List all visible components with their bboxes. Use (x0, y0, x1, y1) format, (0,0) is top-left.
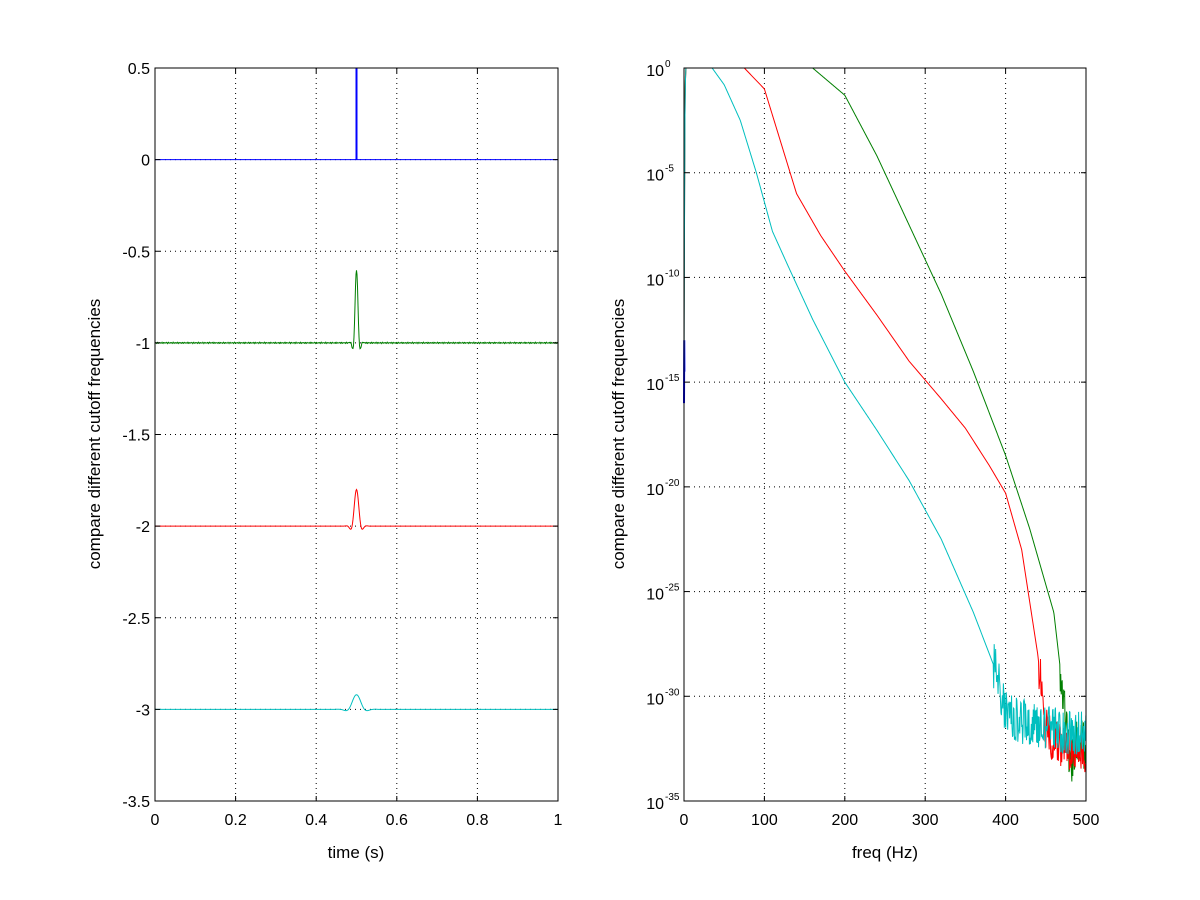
y-tick-label: 10 (646, 691, 664, 708)
spectrum-line-2 (683, 67, 1087, 773)
x-tick-label: 1 (554, 812, 563, 829)
y-tick-label: -1.5 (122, 428, 150, 445)
spectrum-line-3 (683, 67, 1087, 755)
y-tick-label: 10 (646, 377, 664, 394)
y-tick-label: 10 (646, 168, 664, 185)
y-axis-label-left: compare different cutoff frequencies (85, 299, 104, 570)
y-tick-exponent: -25 (665, 583, 680, 594)
y-tick-label: 10 (646, 796, 664, 813)
y-tick-exponent: -15 (665, 373, 680, 384)
x-tick-label: 0.8 (466, 812, 488, 829)
x-axis-label-left: time (s) (328, 843, 385, 862)
y-tick-exponent: -5 (665, 164, 674, 175)
y-tick-exponent: -35 (665, 792, 680, 803)
x-tick-label: 0.6 (386, 812, 408, 829)
x-tick-label: 200 (831, 812, 858, 829)
ticks-left: 0 0.2 0.4 0.6 0.8 1 0.5 0 -0.5 -1 -1.5 -2 -2.5 -3 -3.5 (122, 61, 562, 829)
y-tick-exponent: 0 (665, 59, 671, 70)
y-tick-label: 10 (646, 587, 664, 604)
x-tick-label: 0 (151, 812, 160, 829)
x-tick-label: 400 (992, 812, 1019, 829)
y-tick-label: -3.5 (122, 794, 150, 811)
series-line-3 (155, 694, 558, 712)
y-axis-label-right: compare different cutoff frequencies (609, 299, 628, 570)
y-tick-label: 0 (141, 153, 150, 170)
y-tick-label: -2.5 (122, 611, 150, 628)
series-left (154, 68, 559, 712)
x-axis-label-right: freq (Hz) (852, 843, 918, 862)
x-tick-label: 100 (751, 812, 778, 829)
y-tick-exponent: -20 (665, 478, 680, 489)
series-line-2 (155, 488, 558, 530)
y-tick-label: -0.5 (122, 244, 150, 261)
y-tick-label: -2 (136, 519, 150, 536)
x-tick-label: 500 (1073, 812, 1100, 829)
x-tick-label: 0 (680, 812, 689, 829)
y-tick-exponent: -10 (665, 268, 680, 279)
y-tick-label: -3 (136, 702, 150, 719)
series-line-1 (154, 270, 559, 350)
y-tick-label: 10 (646, 63, 664, 80)
axes-frame-right (683, 67, 1087, 802)
y-tick-label: 0.5 (128, 61, 150, 78)
x-tick-label: 0.4 (305, 812, 327, 829)
y-tick-exponent: -30 (665, 687, 680, 698)
x-tick-label: 0.2 (224, 812, 246, 829)
y-tick-label: 10 (646, 482, 664, 499)
x-tick-label: 300 (912, 812, 939, 829)
y-tick-label: -1 (136, 336, 150, 353)
time-domain-plot: 0 0.2 0.4 0.6 0.8 1 0.5 0 -0.5 -1 -1.5 -2 -2.5 -3 -3.5… (85, 61, 563, 862)
plot-area-right (684, 68, 1086, 801)
y-tick-label: 10 (646, 272, 664, 289)
